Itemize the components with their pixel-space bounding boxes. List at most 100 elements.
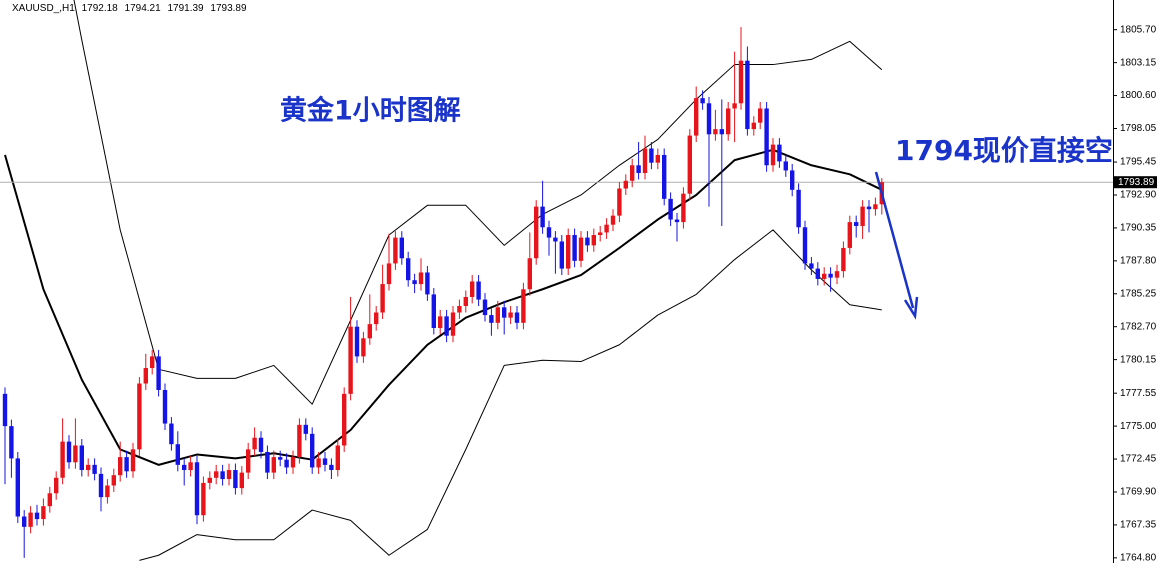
y-tick-label: 1772.45 — [1120, 454, 1157, 465]
candle-body — [399, 237, 404, 259]
candle-body — [521, 289, 526, 323]
candle-body — [598, 232, 603, 236]
candle-body — [15, 458, 20, 517]
candle-body — [777, 144, 782, 162]
candle-body — [54, 477, 59, 494]
candle-body — [623, 180, 628, 189]
annotation: 1794现价直接空 — [895, 134, 1113, 167]
candle-body — [719, 129, 724, 135]
y-tick-label: 1764.80 — [1120, 552, 1157, 563]
candle-body — [751, 122, 756, 130]
y-tick-label: 1767.35 — [1120, 520, 1157, 531]
candle-body — [591, 235, 596, 246]
y-tick-label: 1787.80 — [1120, 255, 1157, 266]
candle-body — [809, 263, 814, 269]
candle-body — [150, 356, 155, 369]
y-tick-label: 1800.60 — [1120, 90, 1157, 101]
candle-body — [662, 154, 667, 199]
candle-body — [636, 165, 641, 174]
candle-body — [348, 326, 353, 394]
candle-body — [28, 512, 33, 527]
candle-body — [841, 247, 846, 272]
candle-body — [444, 316, 449, 336]
candle-body — [105, 485, 110, 498]
candle-body — [790, 170, 795, 190]
y-tick-label: 1769.90 — [1120, 487, 1157, 498]
candle-body — [322, 458, 328, 465]
candle-body — [130, 449, 136, 472]
candle-body — [489, 315, 494, 323]
candle-body — [9, 426, 14, 459]
candle-body — [694, 98, 699, 136]
candle-body — [220, 471, 225, 480]
candle-body — [303, 424, 308, 434]
y-tick-label: 1782.70 — [1120, 321, 1157, 332]
candle-body — [226, 470, 232, 480]
candle-body — [156, 356, 161, 390]
candle-body — [649, 148, 654, 163]
candle-body — [457, 306, 462, 313]
candle-body — [246, 449, 251, 473]
candle-body — [143, 368, 148, 384]
candle-body — [540, 206, 545, 228]
candle-body — [834, 271, 840, 278]
candle-body — [124, 457, 129, 472]
candle-body — [118, 457, 123, 476]
candle-body — [553, 237, 558, 242]
header-open: 1792.18 — [82, 3, 119, 14]
y-tick-label: 1795.45 — [1120, 157, 1157, 168]
candle-body — [815, 268, 820, 279]
candle-body — [572, 235, 577, 261]
candle-body — [258, 437, 264, 452]
candle-body — [361, 338, 366, 357]
candle-body — [188, 462, 193, 471]
candle-body — [610, 215, 616, 225]
candle-body — [674, 219, 680, 223]
candle-body — [207, 477, 212, 483]
candle-body — [284, 459, 289, 468]
candle-body — [34, 512, 40, 520]
chart-header: XAUUSD_,H1 1792.18 1794.21 1791.39 1793.… — [12, 3, 247, 14]
header-low: 1791.39 — [167, 3, 204, 14]
candle-body — [79, 445, 84, 471]
price-label: 1793.89 — [1118, 177, 1155, 188]
candle-body — [681, 193, 686, 223]
candle-body — [514, 312, 520, 323]
candle-body — [386, 263, 392, 285]
y-tick-label: 1792.90 — [1120, 190, 1157, 201]
y-tick-label: 1805.70 — [1120, 24, 1157, 35]
candle-body — [508, 312, 513, 318]
candle-body — [546, 227, 552, 238]
candle-body — [412, 280, 417, 285]
header-close: 1793.89 — [210, 3, 247, 14]
candle-body — [642, 148, 648, 174]
candle-body — [316, 458, 321, 468]
candle-body — [450, 312, 456, 336]
candle-body — [470, 281, 475, 297]
candle-body — [335, 445, 340, 471]
candle-body — [41, 506, 46, 520]
candle-body — [706, 103, 712, 135]
candle-body — [47, 493, 52, 507]
candle-body — [92, 464, 97, 474]
candle-body — [367, 324, 372, 339]
candle-body — [764, 108, 769, 166]
candle-body — [745, 60, 750, 130]
candle-body — [175, 444, 180, 465]
candle-body — [700, 98, 705, 104]
candle-body — [374, 312, 379, 325]
candle-body — [342, 393, 347, 446]
candle-body — [726, 108, 731, 135]
candle-body — [802, 227, 808, 264]
candle-body — [297, 424, 302, 458]
candle-body — [770, 144, 776, 166]
candle-body — [137, 383, 142, 450]
candle-body — [98, 473, 104, 498]
candle-body — [169, 423, 174, 445]
candle-body — [854, 222, 859, 226]
candle-body — [418, 272, 424, 285]
candle-body — [783, 161, 788, 171]
candle-body — [758, 108, 763, 123]
